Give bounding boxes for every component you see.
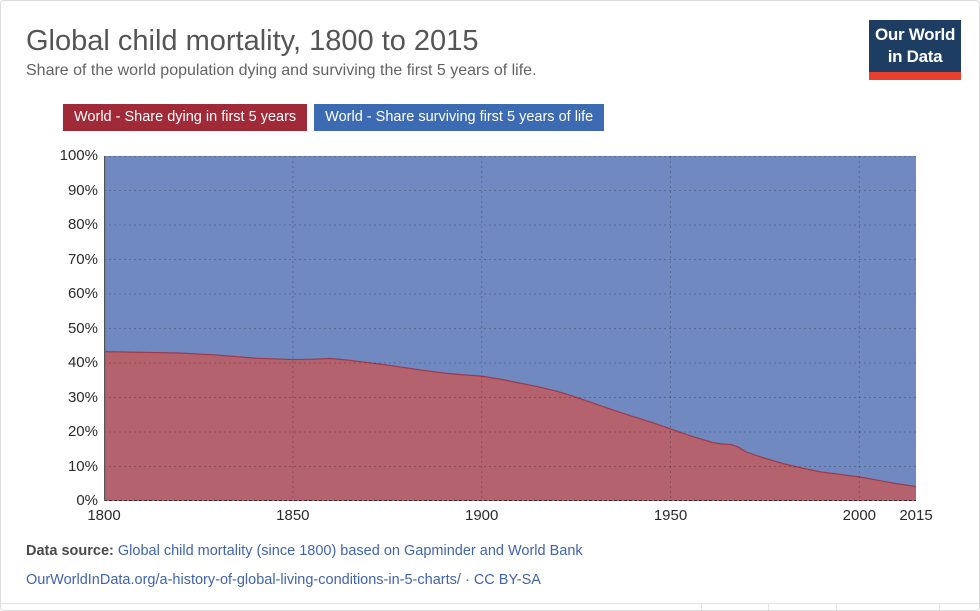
data-source-label: Data source: — [26, 543, 114, 559]
dying-boundary-line — [104, 351, 916, 488]
bottom-separator — [701, 604, 702, 610]
y-tick-label: 0% — [76, 492, 98, 509]
y-tick-label: 100% — [59, 147, 98, 164]
license-link[interactable]: CC BY-SA — [473, 572, 541, 588]
x-axis-labels: 1800 1850 1900 1950 2000 2015 — [1, 507, 979, 528]
x-tick-label: 2000 — [842, 507, 877, 524]
bottom-separator — [768, 604, 769, 610]
y-tick-label: 10% — [67, 457, 98, 475]
y-axis-labels: 0% 10% 20% 30% 40% 50% 60% 70% 80% 90% 100% — [1, 148, 98, 517]
owid-logo-bar — [869, 71, 961, 80]
owid-logo-line2: in Data — [887, 47, 943, 67]
owid-logo-line1: Our World — [874, 25, 956, 44]
x-tick-label: 1800 — [87, 507, 121, 524]
data-source-link[interactable]: Global child mortality (since 1800) base… — [117, 543, 583, 559]
y-tick-label: 20% — [67, 423, 98, 440]
x-tick-label: 2015 — [899, 507, 933, 524]
owid-logo-text: Our World in Data — [869, 20, 961, 72]
y-tick-label: 50% — [67, 319, 98, 337]
chart-subtitle: Share of the world population dying and … — [26, 62, 537, 79]
y-tick-label: 60% — [67, 285, 98, 302]
y-tick-label: 90% — [67, 181, 98, 199]
x-tick-label: 1850 — [276, 507, 310, 524]
legend-item-dying[interactable]: World - Share dying in first 5 years — [63, 104, 308, 131]
legend-item-surviving[interactable]: World - Share surviving first 5 years of… — [314, 104, 605, 131]
y-tick-label: 70% — [67, 250, 98, 268]
bottom-separator — [939, 604, 940, 610]
chart-footer: Data source: Global child mortality (sin… — [26, 543, 583, 588]
page-title: Global child mortality, 1800 to 2015 — [26, 25, 479, 57]
y-tick-label: 30% — [67, 388, 98, 406]
owid-url-link[interactable]: OurWorldInData.org/a-history-of-global-l… — [26, 572, 461, 588]
legend: World - Share dying in first 5 years Wor… — [63, 104, 605, 131]
y-tick-label: 40% — [67, 354, 98, 371]
plot-area[interactable] — [104, 156, 916, 501]
bottom-separator — [836, 604, 837, 610]
area-dying — [104, 351, 916, 501]
footer-separator: · — [464, 572, 470, 588]
stacked-area-chart[interactable] — [104, 156, 916, 501]
y-tick-label: 80% — [67, 216, 98, 233]
bottom-panel-edge — [1, 603, 979, 610]
x-tick-label: 1950 — [653, 507, 688, 524]
owid-logo[interactable]: Our World in Data — [869, 20, 961, 80]
x-tick-label: 1900 — [464, 507, 499, 524]
